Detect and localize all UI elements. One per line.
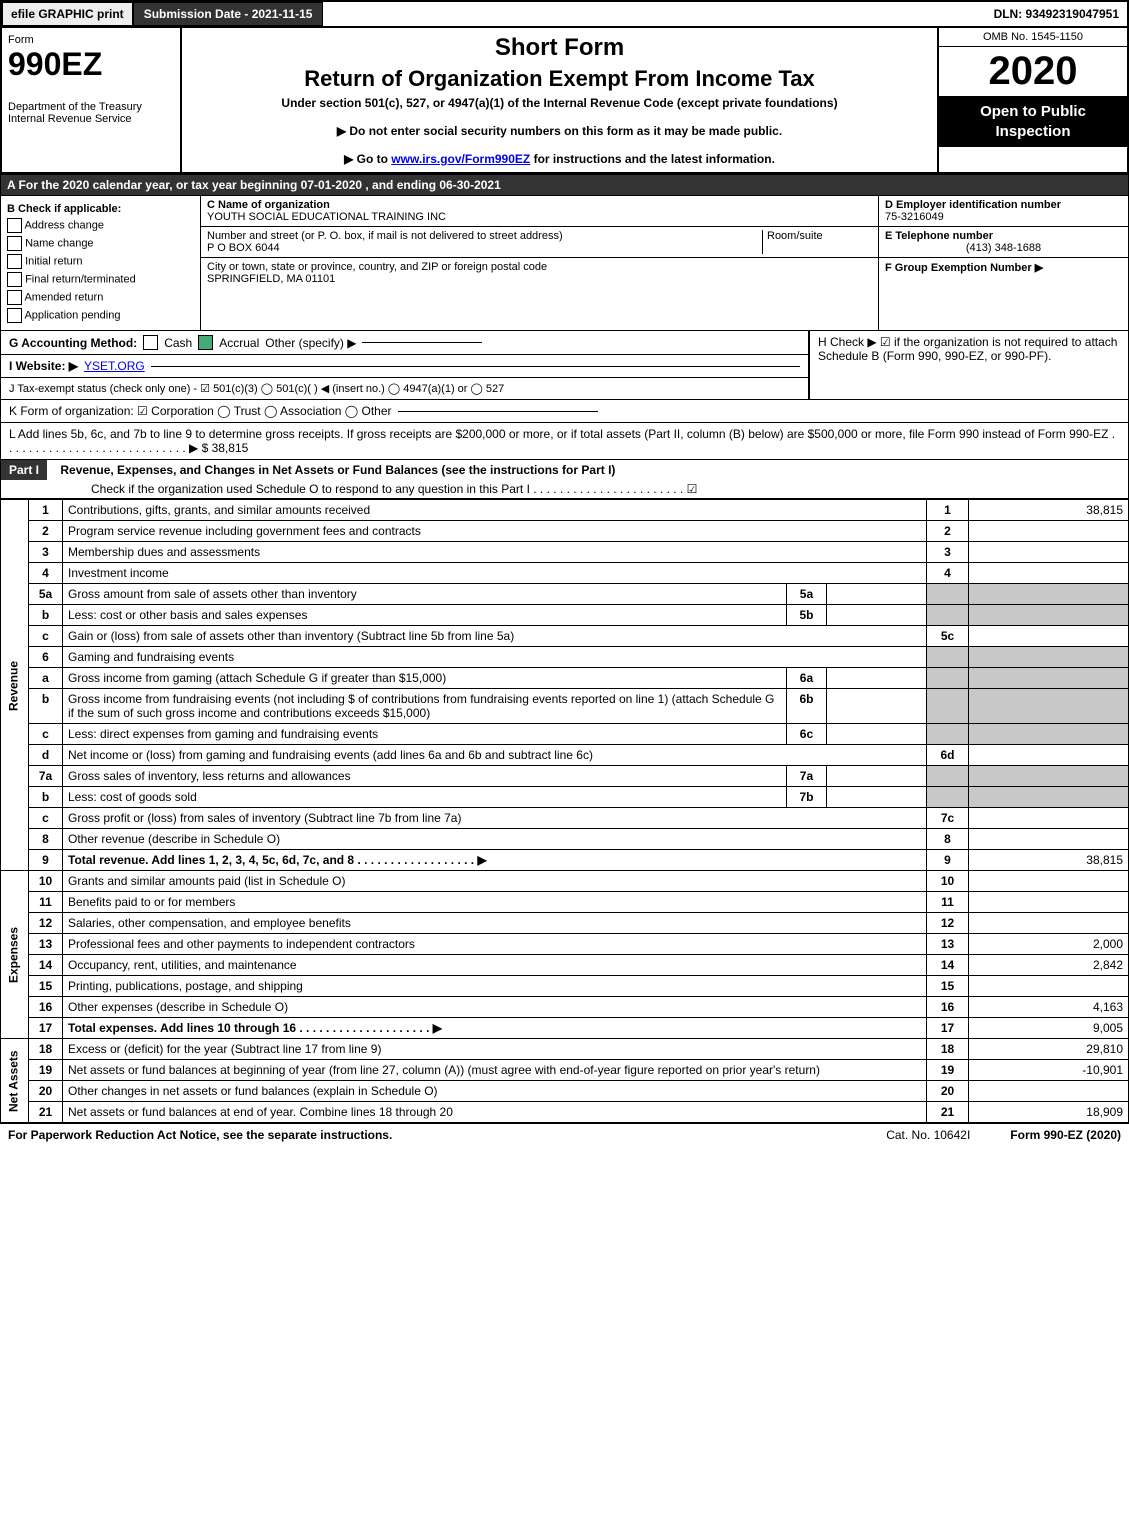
amt-12 [969,913,1129,934]
dln: DLN: 93492319047951 [986,3,1127,25]
website-link[interactable]: YSET.ORG [84,359,145,373]
expenses-label: Expenses [1,871,29,1039]
amt-4 [969,563,1129,584]
g-other-input[interactable] [362,342,482,343]
part1-check: Check if the organization used Schedule … [1,480,1128,498]
c-room-lbl: Room/suite [762,230,872,254]
main-table: Revenue 1Contributions, gifts, grants, a… [0,499,1129,1123]
line-g: G Accounting Method: Cash Accrual Other … [0,331,809,355]
note-goto-pre: ▶ Go to [344,152,391,166]
footer-catno: Cat. No. 10642I [886,1128,970,1142]
footer: For Paperwork Reduction Act Notice, see … [0,1123,1129,1146]
tax-year: 2020 [939,47,1127,96]
top-bar: efile GRAPHIC print Submission Date - 20… [0,0,1129,28]
title-return: Return of Organization Exempt From Incom… [192,66,927,92]
note-goto-post: for instructions and the latest informat… [530,152,775,166]
amt-5c [969,626,1129,647]
form-number: 990EZ [8,46,174,83]
amt-19: -10,901 [969,1060,1129,1081]
c-name: YOUTH SOCIAL EDUCATIONAL TRAINING INC [207,211,446,223]
netassets-label: Net Assets [1,1039,29,1123]
chk-pending[interactable]: Application pending [7,308,194,323]
amt-8 [969,829,1129,850]
amt-14: 2,842 [969,955,1129,976]
form-label: Form [8,34,174,46]
amt-7c [969,808,1129,829]
amt-17: 9,005 [969,1018,1129,1039]
chk-cash[interactable] [143,335,158,350]
section-d: D Employer identification number75-32160… [878,196,1128,330]
header-left: Form 990EZ Department of the Treasury In… [2,28,182,172]
chk-initial[interactable]: Initial return [7,254,194,269]
e-val: (413) 348-1688 [885,242,1122,254]
chk-amended[interactable]: Amended return [7,290,194,305]
line-h: H Check ▶ ☑ if the organization is not r… [809,331,1129,400]
efile-button[interactable]: efile GRAPHIC print [2,2,133,26]
info-block: B Check if applicable: Address change Na… [0,196,1129,331]
line-a: A For the 2020 calendar year, or tax yea… [0,174,1129,196]
amt-16: 4,163 [969,997,1129,1018]
c-name-lbl: C Name of organization [207,199,330,211]
footer-left: For Paperwork Reduction Act Notice, see … [8,1128,392,1142]
chk-name[interactable]: Name change [7,236,194,251]
amt-10 [969,871,1129,892]
omb-number: OMB No. 1545-1150 [939,28,1127,47]
header-right: OMB No. 1545-1150 2020 Open to Public In… [937,28,1127,172]
chk-accrual[interactable] [198,335,213,350]
chk-address[interactable]: Address change [7,218,194,233]
amt-21: 18,909 [969,1102,1129,1123]
f-lbl: F Group Exemption Number ▶ [885,262,1043,274]
line-k: K Form of organization: ☑ Corporation ◯ … [0,400,1129,423]
header-middle: Short Form Return of Organization Exempt… [182,28,937,172]
amt-2 [969,521,1129,542]
l-amount: 38,815 [212,441,249,455]
section-c: C Name of organizationYOUTH SOCIAL EDUCA… [201,196,878,330]
note-ssn: ▶ Do not enter social security numbers o… [192,124,927,138]
section-b-title: B Check if applicable: [7,203,194,215]
amt-20 [969,1081,1129,1102]
amt-11 [969,892,1129,913]
note-goto: ▶ Go to www.irs.gov/Form990EZ for instru… [192,152,927,166]
d-lbl: D Employer identification number [885,199,1061,211]
g-label: G Accounting Method: [9,336,137,350]
e-lbl: E Telephone number [885,230,993,242]
chk-final[interactable]: Final return/terminated [7,272,194,287]
amt-13: 2,000 [969,934,1129,955]
part1-tag: Part I [1,460,47,480]
part1-title: Revenue, Expenses, and Changes in Net As… [50,463,615,477]
irs-link[interactable]: www.irs.gov/Form990EZ [391,152,530,166]
subtitle: Under section 501(c), 527, or 4947(a)(1)… [192,96,927,110]
section-b: B Check if applicable: Address change Na… [1,196,201,330]
amt-3 [969,542,1129,563]
line-j: J Tax-exempt status (check only one) - ☑… [0,378,809,400]
title-short-form: Short Form [192,34,927,62]
amt-6d [969,745,1129,766]
submission-date: Submission Date - 2021-11-15 [133,2,324,26]
public-inspection: Open to Public Inspection [939,96,1127,147]
line-i: I Website: ▶ YSET.ORG [0,355,809,378]
c-city-lbl: City or town, state or province, country… [207,261,547,273]
department: Department of the Treasury Internal Reve… [8,101,174,125]
line-l: L Add lines 5b, 6c, and 7b to line 9 to … [0,423,1129,460]
amt-15 [969,976,1129,997]
c-addr: P O BOX 6044 [207,242,280,254]
amt-1: 38,815 [969,500,1129,521]
footer-form: Form 990-EZ (2020) [1010,1128,1121,1142]
amt-9: 38,815 [969,850,1129,871]
i-label: I Website: ▶ [9,359,78,373]
d-val: 75-3216049 [885,211,944,223]
amt-18: 29,810 [969,1039,1129,1060]
c-city: SPRINGFIELD, MA 01101 [207,273,335,285]
form-header: Form 990EZ Department of the Treasury In… [0,28,1129,174]
c-addr-lbl: Number and street (or P. O. box, if mail… [207,230,563,242]
revenue-label: Revenue [1,500,29,871]
